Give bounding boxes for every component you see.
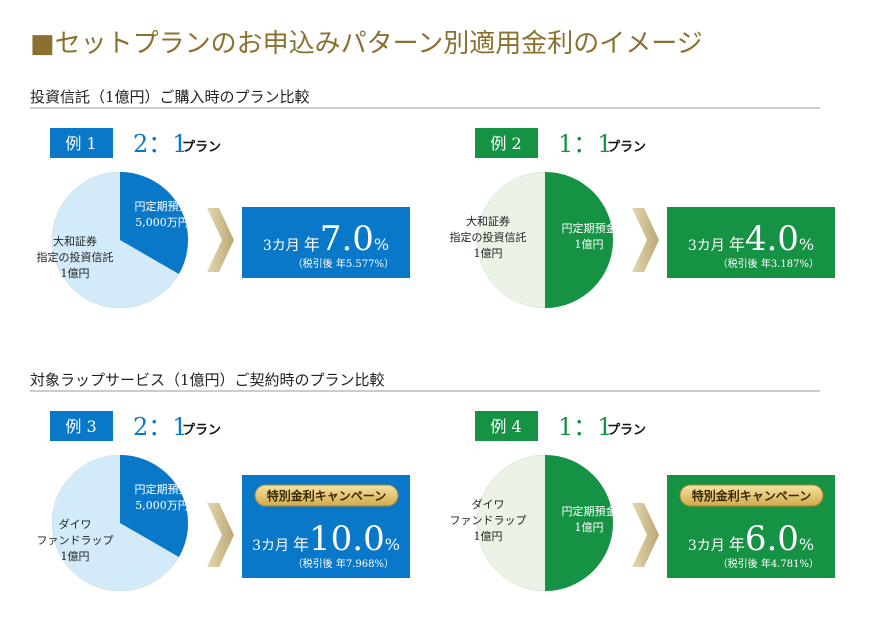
pie-other-label: 1億円 <box>474 530 503 543</box>
term: 3カ月 <box>263 238 300 254</box>
pie-other-label: 指定の投資信託 <box>37 250 114 264</box>
after-tax: （税引後 年5.577%） <box>293 257 394 270</box>
pie-other-label: ダイワ <box>59 517 92 531</box>
pie-deposit-label: 5,000万円 <box>135 216 189 229</box>
pie-other-label: ファンドラップ <box>37 534 114 547</box>
pie-other-label: 1億円 <box>474 247 503 260</box>
example-badge <box>50 128 113 158</box>
plan-word: プラン <box>182 423 221 438</box>
rate: 7.0 <box>320 219 374 259</box>
rate-box <box>667 207 835 278</box>
arrow <box>632 503 659 567</box>
plan-word: プラン <box>607 423 646 438</box>
campaign-label: 特別金利キャンペーン <box>692 488 811 503</box>
pie-deposit <box>120 454 189 557</box>
pie-deposit <box>545 455 613 591</box>
page-title: ■セットプランのお申込みパターン別適用金利のイメージ <box>30 29 703 59</box>
pie-other-label: ファンドラップ <box>450 514 527 527</box>
pie-other-label: 大和証券 <box>466 214 510 228</box>
pie-other-label: 1億円 <box>61 550 90 563</box>
term: 3カ月 <box>252 538 289 554</box>
pie-deposit-label: 円定期預金 <box>135 482 190 496</box>
example-label: 例 3 <box>65 417 96 436</box>
campaign-badge <box>679 484 824 507</box>
unit: % <box>799 535 814 554</box>
plan-ratio: 2：1 <box>133 130 188 158</box>
plan-ratio: 1：1 <box>558 130 613 158</box>
arrow <box>207 503 234 567</box>
plan-word: プラン <box>607 140 646 155</box>
pie-deposit-label: 円定期預金 <box>135 199 190 213</box>
annual: 年 <box>293 535 309 554</box>
campaign-label: 特別金利キャンペーン <box>267 488 386 503</box>
term: 3カ月 <box>688 238 725 254</box>
annual: 年 <box>729 535 745 554</box>
rate-line: 3カ月 年4.0% <box>688 219 814 259</box>
rate: 6.0 <box>745 519 799 559</box>
annual: 年 <box>304 235 320 254</box>
pie-deposit-label: 円定期預金 <box>562 504 617 518</box>
plan-ratio: 1：1 <box>558 413 613 441</box>
arrow <box>632 208 659 272</box>
plan-ratio: 2：1 <box>133 413 188 441</box>
arrow <box>207 208 234 272</box>
pie-deposit-label: 1億円 <box>575 521 604 534</box>
section-heading: 対象ラップサービス（1億円）ご契約時のプラン比較 <box>30 371 385 389</box>
unit: % <box>385 535 400 554</box>
rate: 10.0 <box>309 519 385 559</box>
after-tax: （税引後 年3.187%） <box>718 257 819 270</box>
example-label: 例 2 <box>490 134 521 153</box>
campaign-badge <box>254 484 399 507</box>
section-heading: 投資信託（1億円）ご購入時のプラン比較 <box>30 88 310 106</box>
plan-word: プラン <box>182 140 221 155</box>
example-badge <box>50 411 113 441</box>
pie-deposit-label: 円定期預金 <box>562 221 617 235</box>
pie-other-label: 大和証券 <box>53 234 97 248</box>
after-tax: （税引後 年4.781%） <box>718 557 819 570</box>
pie-deposit <box>120 171 189 274</box>
example-badge <box>475 411 538 441</box>
rate-box <box>242 207 410 278</box>
after-tax: （税引後 年7.968%） <box>293 557 394 570</box>
pie-other-label: 1億円 <box>61 267 90 280</box>
example-label: 例 1 <box>65 134 96 153</box>
annual: 年 <box>729 235 745 254</box>
unit: % <box>799 235 814 254</box>
pie-deposit <box>545 172 613 308</box>
rate: 4.0 <box>745 219 799 259</box>
unit: % <box>374 235 389 254</box>
example-label: 例 4 <box>490 417 521 436</box>
rate-line: 3カ月 年7.0% <box>263 219 389 259</box>
pie-deposit-label: 5,000万円 <box>135 499 189 512</box>
term: 3カ月 <box>688 538 725 554</box>
pie-deposit-label: 1億円 <box>575 238 604 251</box>
example-badge <box>475 128 538 158</box>
pie-other-label: ダイワ <box>472 497 505 511</box>
rate-line: 3カ月 年6.0% <box>688 519 814 559</box>
rate-line: 3カ月 年10.0% <box>252 519 400 559</box>
pie-other-label: 指定の投資信託 <box>450 230 527 244</box>
